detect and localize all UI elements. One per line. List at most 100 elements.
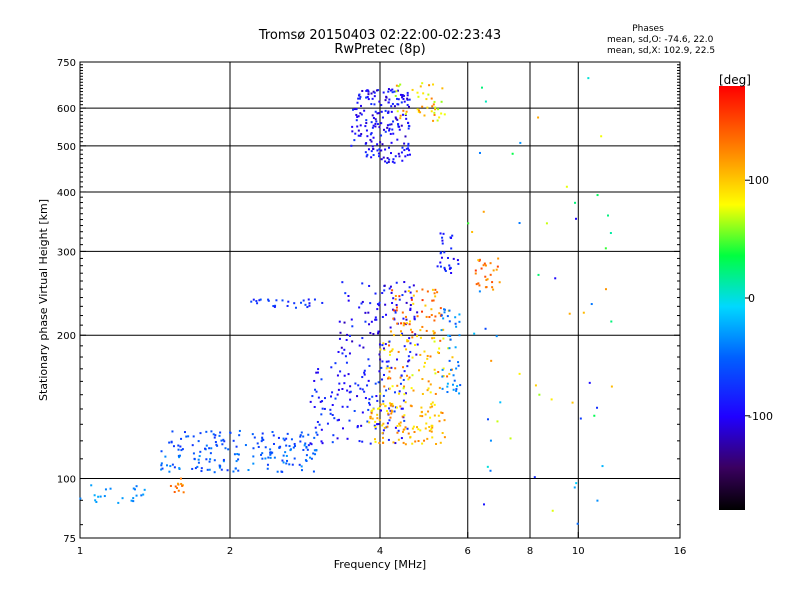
- data-point: [373, 103, 376, 106]
- data-point: [451, 383, 454, 386]
- data-point: [428, 426, 431, 429]
- data-point: [205, 430, 208, 433]
- data-point: [292, 446, 295, 449]
- data-point: [293, 457, 296, 460]
- data-point: [227, 448, 230, 451]
- data-point: [423, 361, 426, 364]
- data-point: [367, 379, 370, 382]
- data-point: [377, 330, 380, 333]
- data-point: [351, 125, 354, 128]
- data-point: [588, 381, 591, 384]
- data-point: [420, 410, 423, 413]
- data-point: [375, 120, 378, 123]
- data-point: [408, 286, 411, 289]
- data-point: [95, 500, 98, 503]
- data-point: [411, 336, 414, 339]
- x-tick-label: 2: [227, 546, 233, 557]
- data-point: [376, 413, 379, 416]
- data-point: [382, 347, 385, 350]
- data-point: [396, 97, 399, 100]
- data-point: [367, 408, 370, 411]
- data-point: [368, 421, 371, 424]
- data-point: [391, 160, 394, 163]
- data-point: [438, 116, 441, 119]
- data-point: [433, 100, 436, 103]
- data-point: [534, 384, 537, 387]
- data-point: [447, 334, 450, 337]
- data-point: [405, 147, 408, 150]
- data-point: [454, 322, 457, 325]
- data-point: [372, 136, 375, 139]
- data-point: [381, 344, 384, 347]
- data-point: [407, 127, 410, 130]
- data-point: [604, 288, 607, 291]
- data-point: [315, 431, 318, 434]
- data-point: [478, 259, 481, 262]
- data-point: [196, 465, 199, 468]
- data-point: [405, 301, 408, 304]
- data-point: [382, 403, 385, 406]
- axis-ticks: 1 2 4 6 8 10 16 75 100 200 300 400 500 600 750: [57, 58, 686, 557]
- y-tick-label: 300: [57, 247, 76, 258]
- data-point: [404, 392, 407, 395]
- data-point: [424, 427, 427, 430]
- data-point: [607, 214, 610, 217]
- data-point: [374, 318, 377, 321]
- data-point: [433, 319, 436, 322]
- data-point: [378, 441, 381, 444]
- data-point: [384, 99, 387, 102]
- data-point: [356, 425, 359, 428]
- data-point: [406, 427, 409, 430]
- data-point: [457, 361, 460, 364]
- data-point: [430, 314, 433, 317]
- data-point: [399, 405, 402, 408]
- data-point: [485, 286, 488, 289]
- data-point: [390, 110, 393, 113]
- data-point: [430, 308, 433, 311]
- data-point: [363, 373, 366, 376]
- data-point: [381, 424, 384, 427]
- data-point: [437, 370, 440, 373]
- data-point: [220, 468, 223, 471]
- data-point: [601, 465, 604, 468]
- data-point: [477, 259, 480, 262]
- data-point: [258, 299, 261, 302]
- data-point: [342, 427, 345, 430]
- data-point: [419, 429, 422, 432]
- data-point: [252, 462, 255, 465]
- data-point: [492, 269, 495, 272]
- data-point: [313, 298, 316, 301]
- data-point: [369, 138, 372, 141]
- data-point: [434, 315, 437, 318]
- data-point: [495, 268, 498, 271]
- data-point: [387, 377, 390, 380]
- data-point: [351, 325, 354, 328]
- data-point: [402, 387, 405, 390]
- data-point: [178, 454, 181, 457]
- data-point: [236, 452, 239, 455]
- data-point: [379, 141, 382, 144]
- data-point: [348, 391, 351, 394]
- data-point: [209, 452, 212, 455]
- data-point: [440, 100, 443, 103]
- data-point: [410, 296, 413, 299]
- data-point: [354, 132, 357, 135]
- data-point: [426, 389, 429, 392]
- data-point: [361, 282, 364, 285]
- data-point: [400, 124, 403, 127]
- data-point: [271, 430, 274, 433]
- data-point: [406, 365, 409, 368]
- data-point: [551, 509, 554, 512]
- data-point: [401, 96, 404, 99]
- data-point: [587, 77, 590, 80]
- data-point: [433, 337, 436, 340]
- data-point: [453, 379, 456, 382]
- data-point: [398, 128, 401, 131]
- data-point: [192, 435, 195, 438]
- data-point: [169, 484, 172, 487]
- data-point: [386, 124, 389, 127]
- data-point: [277, 436, 280, 439]
- data-point: [392, 158, 395, 161]
- data-point: [437, 108, 440, 111]
- data-point: [366, 95, 369, 98]
